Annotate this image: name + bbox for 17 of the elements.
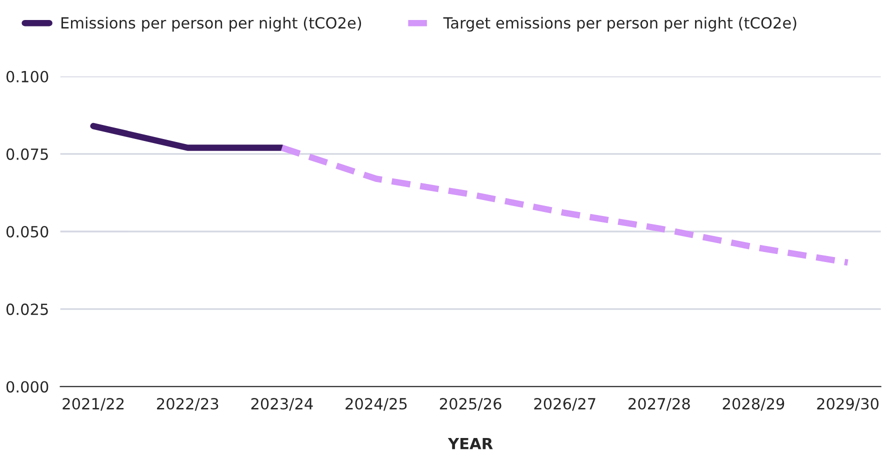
x-tick-label: 2022/23: [157, 398, 218, 411]
x-tick-label: 2028/29: [722, 398, 784, 411]
x-tick-label: 2025/26: [440, 398, 502, 411]
y-tick-label: 0.025: [6, 304, 48, 316]
x-tick-label: 2023/24: [251, 398, 313, 411]
x-tick-label: 2029/30: [817, 398, 879, 411]
y-tick-label: 0.075: [6, 148, 48, 160]
x-axis-title: YEAR: [448, 438, 493, 450]
y-tick-label: 0.000: [6, 381, 48, 393]
legend-label: Target emissions per person per night (tCO2e): [443, 16, 796, 32]
x-tick-label: 2026/27: [534, 398, 596, 411]
x-tick-label: 2024/25: [346, 398, 407, 411]
y-tick-label: 0.050: [6, 226, 48, 238]
x-tick-label: 2021/22: [62, 398, 124, 411]
legend-label: Emissions per person per night (tCO2e): [61, 16, 362, 32]
y-tick-label: 0.100: [6, 70, 48, 82]
x-tick-label: 2027/28: [628, 398, 690, 411]
